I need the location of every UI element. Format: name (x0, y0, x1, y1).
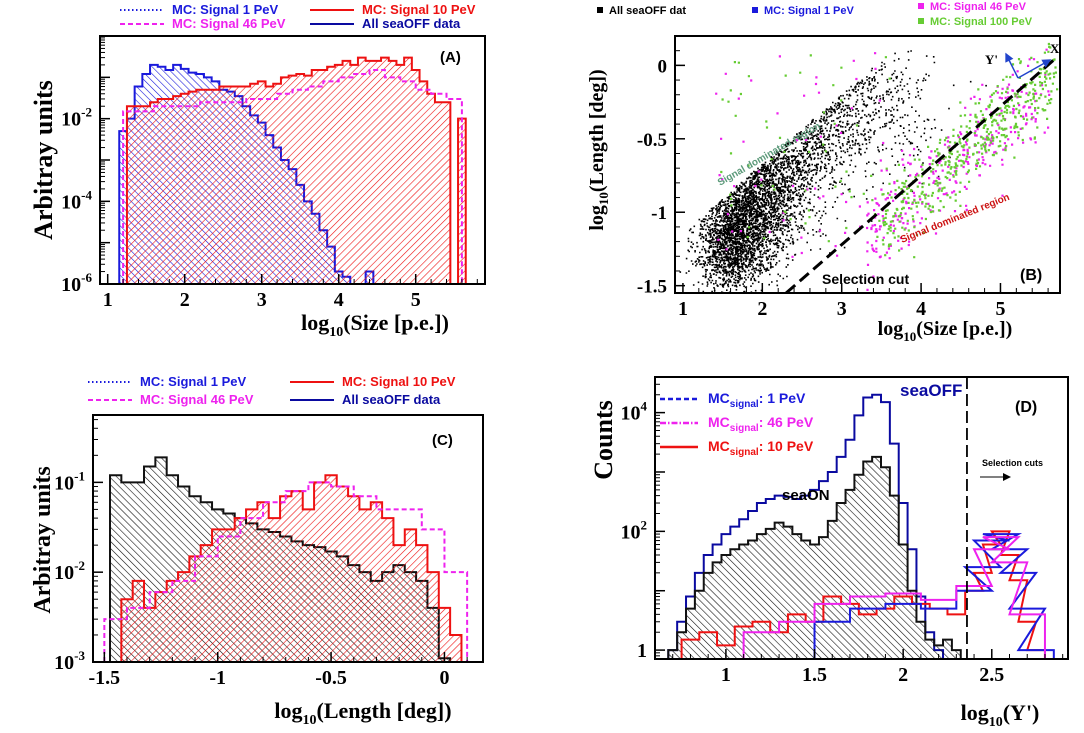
legend-label: MC: Signal 1 PeV (140, 374, 247, 389)
x-axis-label: log10(Size [p.e.]) (301, 310, 449, 340)
histogram--ee1111 (110, 474, 473, 662)
y-tick-label: 10-4 (61, 187, 92, 213)
selection-cuts-label: Selection cuts (982, 458, 1043, 468)
legend-label: All seaOFF data (362, 16, 461, 31)
selection-cut-line (785, 56, 1058, 293)
y-tick-label: 10-3 (54, 648, 85, 674)
magenta-band-points (715, 48, 1051, 291)
seaoff-label: seaOFF (900, 381, 962, 400)
histogram-mc-46-pev (742, 536, 1046, 659)
legend-label: All seaOFF dat (609, 5, 686, 17)
legend-label: All seaOFF data (342, 392, 441, 407)
y-tick-label: 10-2 (54, 558, 85, 584)
y-axis-label: log10(Length [deg]) (586, 69, 611, 230)
x-tick-label: 4 (916, 298, 926, 320)
y-tick-label: -1.5 (637, 277, 667, 298)
legend-marker (918, 18, 924, 24)
y-tick-label: -0.5 (637, 130, 667, 151)
x-tick-label: 3 (257, 289, 267, 311)
x-tick-label: 5 (411, 289, 421, 311)
y-tick-label: 10-6 (61, 270, 92, 296)
panel-b: 1 2 3 4 5 0 -0.5 -1 -1.5 (B) log10(Length [deg])… (586, 1, 1061, 344)
x-axis-arrow (1017, 59, 1052, 79)
legend: All seaOFF dat MC: Signal 1 PeV MC: Signal… (597, 1, 1033, 28)
plot-frame (654, 376, 1069, 660)
legend: MC: Signal 1 PeV MC: Signal 10 PeV MC: Sig… (88, 374, 456, 407)
legend-label: MC: Signal 46 PeV (172, 16, 286, 31)
x-tick-label: 0 (439, 667, 449, 689)
legend-label: MC: Signal 1 PeV (172, 2, 279, 17)
y-tick-label: 1 (637, 640, 647, 662)
legend-label: MC: Signal 10 PeV (362, 2, 476, 17)
x-axis-label: log10(Length [deg]) (274, 698, 451, 728)
x-axis-label: log10(Y') (961, 700, 1040, 730)
legend-label: MCsignal: 1 PeV (708, 390, 806, 410)
y-axis-arrow (1005, 52, 1019, 79)
y-tick-label: 102 (621, 517, 648, 543)
plot-frame (92, 414, 484, 663)
x-tick-label: 5 (995, 298, 1005, 320)
panel-label: (A) (440, 49, 461, 66)
legend-label: MCsignal: 46 PeV (708, 414, 814, 434)
seaon-label: seaON (782, 487, 830, 504)
x-tick-label: 1.5 (802, 664, 827, 686)
legend: MC: Signal 1 PeV MC: Signal 10 PeV MC: Sig… (120, 2, 476, 31)
seaoff-points (679, 50, 987, 293)
x-tick-label: 2.5 (979, 664, 1004, 686)
x-tick-label: -1 (209, 667, 226, 689)
x-tick-label: 2 (180, 289, 190, 311)
rotated-x-label: X (1050, 41, 1060, 56)
y-tick-label: 0 (658, 56, 668, 77)
panel-a: 1 2 3 4 5 10-2 10-4 10-6 (A) Arbitray units log… (29, 2, 486, 340)
x-tick-label: 2 (757, 298, 767, 320)
legend-label: MC: Signal 46 PeV (140, 392, 254, 407)
x-tick-label: 1 (103, 289, 113, 311)
legend-marker (597, 7, 603, 13)
y-axis-label: Arbitray units (29, 80, 58, 240)
x-tick-label: 1 (721, 664, 731, 686)
y-tick-label: 10-2 (61, 105, 92, 131)
y-tick-label: 104 (621, 399, 648, 425)
legend-label: MC: Signal 46 PeV (930, 1, 1027, 13)
legend-label: MC: Signal 10 PeV (342, 374, 456, 389)
x-tick-label: 2 (898, 664, 908, 686)
y-axis-label: Counts (589, 400, 618, 479)
x-tick-label: -1.5 (89, 667, 121, 689)
legend-label: MC: Signal 1 PeV (764, 5, 855, 17)
histogram--ee22ee (103, 481, 469, 662)
legend-marker (918, 3, 924, 9)
legend-label: MCsignal: 10 PeV (708, 438, 814, 458)
selection-cut-label: Selection cut (822, 271, 909, 287)
x-axis-label: log10(Size [p.e.]) (878, 318, 1013, 344)
legend-label: MC: Signal 100 PeV (930, 16, 1033, 28)
y-tick-label: 10-1 (54, 468, 85, 494)
y-tick-label: -1 (651, 203, 667, 224)
histogram--ee1111 (119, 56, 474, 284)
x-tick-label: 4 (334, 289, 344, 311)
legend-marker (752, 7, 758, 13)
plot-frame (674, 35, 1061, 294)
rotated-y-label: Y' (985, 52, 998, 67)
histogram-seaoff (667, 393, 945, 659)
panel-label: (D) (1015, 399, 1037, 416)
panel-d: 1 1.5 2 2.5 104 102 1 (D) Counts log10(Y') MCs… (589, 376, 1069, 730)
y-axis-label: Arbitray units (30, 466, 56, 613)
x-tick-label: -0.5 (315, 667, 347, 689)
panel-label: (B) (1020, 267, 1042, 284)
panel-label: (C) (432, 432, 453, 449)
histogram--ee22ee (122, 69, 463, 284)
x-tick-label: 1 (678, 298, 688, 320)
legend: MCsignal: 1 PeV MCsignal: 46 PeV MCsignal:… (660, 390, 814, 458)
histogram-mc-10-pev (680, 530, 1046, 659)
x-tick-label: 3 (837, 298, 847, 320)
panel-c: -1.5 -1 -0.5 0 10-1 10-2 10-3 (C) Arbitray uni… (30, 374, 484, 728)
